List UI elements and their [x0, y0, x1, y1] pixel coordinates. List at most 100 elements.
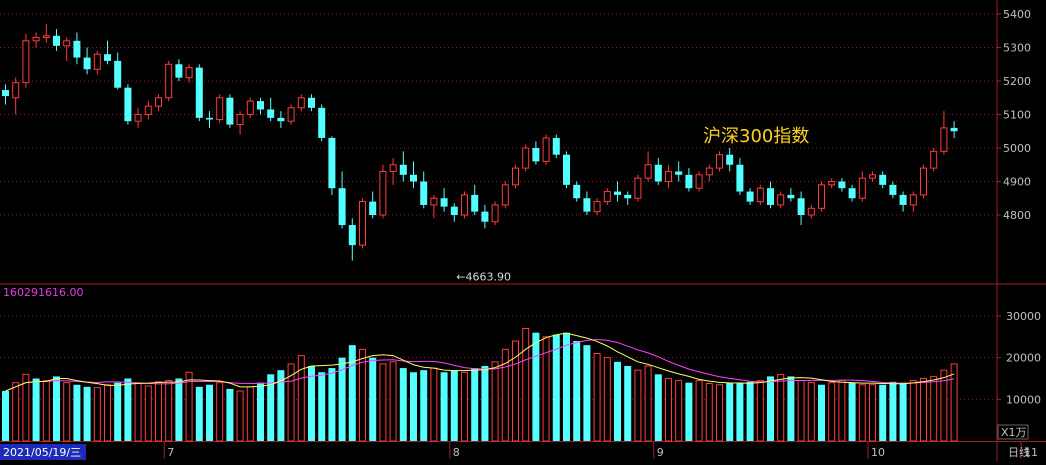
volume-bar-down — [879, 384, 887, 441]
volume-value-label: 160291616.00 — [3, 286, 83, 299]
volume-bar-up — [389, 361, 397, 442]
volume-bar-down — [583, 345, 591, 441]
chart-title: 沪深300指数 — [703, 126, 809, 147]
month-label: 11 — [1024, 446, 1038, 459]
volume-bar-up — [542, 336, 550, 442]
volume-bar-up — [920, 378, 927, 442]
candle-body-down — [104, 54, 111, 61]
candle-body-down — [563, 154, 570, 185]
volume-bar-up — [287, 363, 295, 442]
candle-body-up — [12, 82, 20, 99]
volume-bar-up — [909, 380, 917, 442]
volume-bar-down — [32, 378, 40, 441]
candle-body-down — [328, 137, 336, 189]
volume-bar-up — [246, 386, 254, 442]
candle-body-down — [654, 164, 662, 182]
volume-tick-label: 10000 — [1006, 393, 1041, 406]
candle-body-up — [216, 97, 224, 121]
volume-bar-up — [134, 383, 142, 442]
candle-body-up — [940, 127, 948, 152]
volume-bar-down — [471, 368, 479, 441]
volume-bar-down — [787, 376, 795, 441]
volume-bar-down — [736, 383, 744, 441]
candle-body-up — [359, 201, 366, 246]
candle-body-up — [389, 164, 397, 172]
period-label[interactable]: 日线 — [1008, 445, 1030, 459]
volume-bar-down — [450, 370, 458, 441]
candle-body-up — [236, 114, 244, 126]
price-tick-label: 5000 — [1003, 142, 1031, 155]
volume-tick-label: 20000 — [1006, 352, 1041, 365]
volume-bar-up — [430, 367, 438, 442]
volume-bar-up — [930, 375, 938, 442]
candle-body-down — [848, 188, 856, 199]
candle-body-down — [114, 60, 122, 88]
start-date-label: 2021/05/19/三 — [3, 446, 81, 459]
candle-body-up — [185, 67, 193, 79]
candle-body-down — [206, 117, 213, 120]
candle-body-up — [807, 207, 815, 216]
volume-bar-up — [512, 340, 519, 442]
candle-body-down — [899, 194, 907, 205]
volume-bar-down — [83, 386, 91, 441]
volume-bar-up — [869, 384, 876, 442]
volume-bar-up — [236, 390, 244, 442]
candle-body-up — [491, 204, 499, 223]
volume-bar-up — [644, 365, 652, 442]
volume-bar-up — [216, 382, 224, 442]
volume-bar-down — [746, 381, 754, 441]
volume-bar-up — [807, 382, 815, 442]
volume-bar-down — [195, 386, 203, 441]
volume-bar-down — [726, 382, 734, 441]
candle-body-up — [144, 105, 152, 115]
candle-body-down — [950, 127, 958, 132]
volume-bar-up — [828, 382, 836, 442]
candle-body-up — [828, 181, 836, 186]
month-label: 9 — [657, 446, 664, 459]
volume-bar-down — [267, 374, 275, 441]
volume-axis-labels: 30000 20000 10000 — [1006, 310, 1041, 406]
volume-bar-down — [410, 372, 417, 441]
candle-body-up — [461, 194, 468, 216]
volume-bar-up — [12, 382, 20, 442]
volume-bar-up — [522, 328, 530, 442]
candle-body-down — [226, 97, 234, 125]
volume-bar-down — [277, 370, 285, 441]
candle-body-up — [522, 147, 530, 169]
month-label: 8 — [453, 446, 460, 459]
volume-bar-up — [155, 381, 162, 442]
candle-body-up — [542, 137, 550, 162]
volume-bar-down — [318, 372, 326, 441]
candle-body-up — [42, 35, 50, 38]
volume-bar-up — [185, 371, 193, 442]
candle-body-down — [624, 194, 632, 199]
volume-bar-up — [42, 380, 50, 442]
candle-body-up — [379, 170, 387, 216]
volume-bar-up — [359, 348, 366, 442]
candle-body-down — [195, 67, 203, 118]
volume-bar-up — [797, 380, 805, 442]
candle-body-down — [726, 154, 734, 165]
candle-body-down — [53, 35, 60, 46]
volume-bar-down — [175, 378, 183, 441]
candle-body-up — [297, 97, 305, 109]
volume-bar-down — [206, 384, 213, 441]
volume-bar-down — [420, 370, 428, 441]
volume-bar-up — [593, 353, 601, 442]
price-tick-label: 4900 — [1003, 176, 1031, 189]
candle-body-up — [756, 187, 764, 203]
price-tick-label: 5300 — [1003, 42, 1031, 55]
candle-body-up — [930, 150, 938, 169]
volume-ma5-line — [5, 332, 955, 392]
price-tick-label: 5100 — [1003, 109, 1031, 122]
price-tick-label: 5400 — [1003, 8, 1031, 21]
candle-body-down — [583, 198, 591, 212]
candle-body-up — [705, 167, 713, 176]
volume-bar-up — [756, 380, 764, 442]
candle-body-down — [675, 171, 683, 175]
volume-bar-up — [634, 369, 642, 442]
candle-body-down — [471, 194, 479, 212]
candle-body-down — [685, 174, 693, 189]
